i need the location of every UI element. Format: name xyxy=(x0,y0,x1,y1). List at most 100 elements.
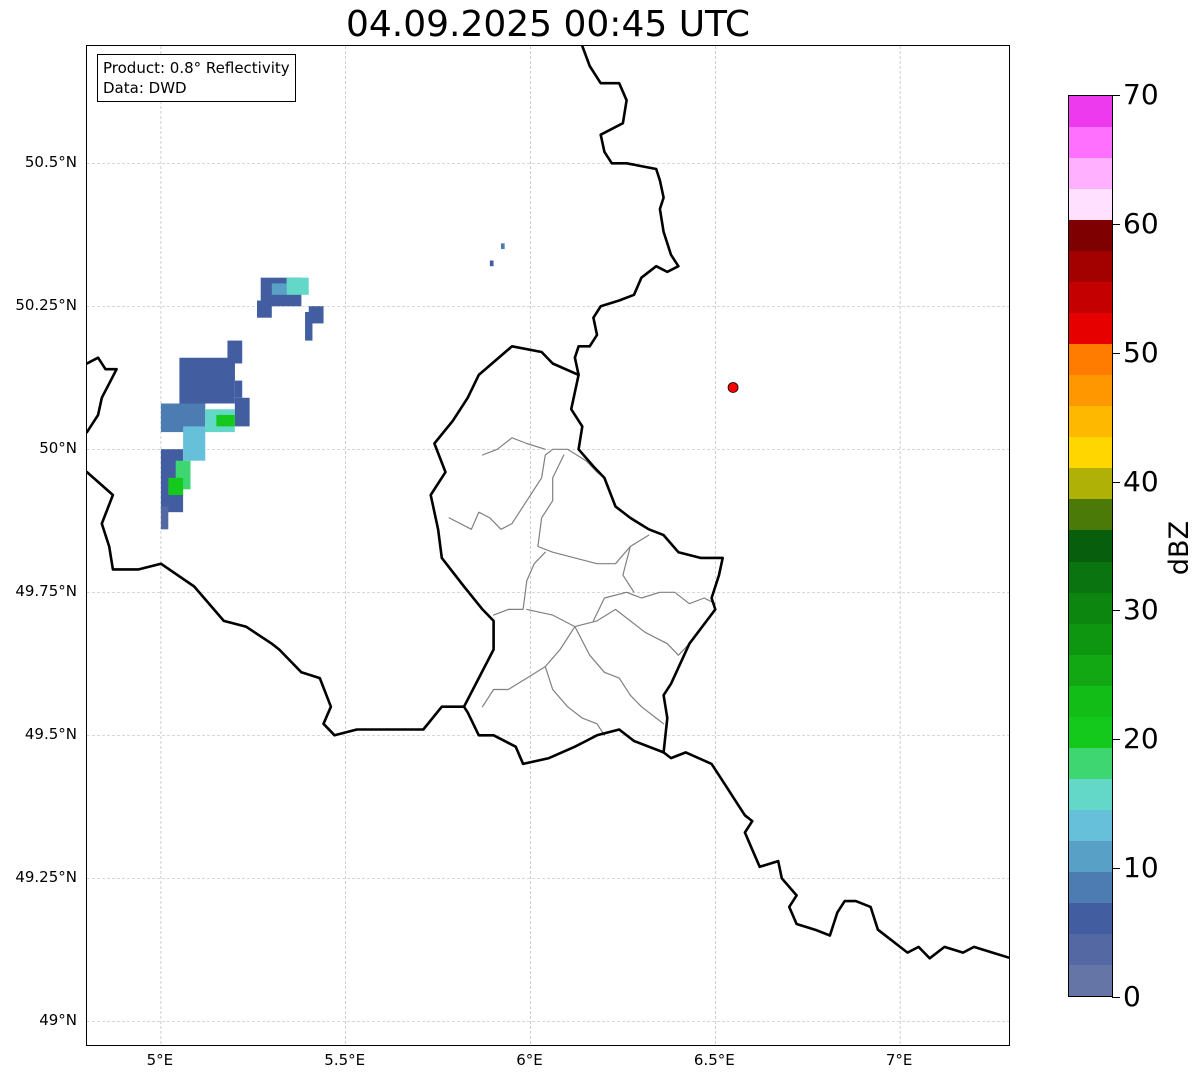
colorbar-unit-label: dBZ xyxy=(1164,520,1195,576)
echo-cell-20 xyxy=(489,260,494,267)
country-border-4 xyxy=(429,344,580,709)
radar-site xyxy=(727,382,739,393)
colorbar-tick-label: 60 xyxy=(1123,206,1159,240)
lat-tick-label: 50°N xyxy=(39,439,77,458)
colorbar-tick-mark xyxy=(1112,481,1120,483)
radar-echoes xyxy=(160,243,505,530)
data-source-label: Data: DWD xyxy=(103,79,187,97)
colorbar-tick-label: 40 xyxy=(1123,464,1159,498)
echo-cell-15 xyxy=(257,300,272,318)
country-border-1 xyxy=(662,751,1009,960)
colorbar-tick-mark xyxy=(1112,610,1120,612)
colorbar-segment xyxy=(1069,374,1112,407)
colorbar-segment xyxy=(1069,685,1112,717)
district-border-3 xyxy=(493,551,546,616)
colorbar-segment xyxy=(1069,281,1112,314)
lat-tick-label: 49.75°N xyxy=(15,582,77,601)
colorbar-tick-label: 0 xyxy=(1123,980,1141,1013)
gridlines xyxy=(87,46,1009,1045)
echo-cell-7 xyxy=(234,397,250,427)
colorbar-segment xyxy=(1069,933,1112,965)
echo-cell-14 xyxy=(286,277,309,295)
colorbar-segment xyxy=(1069,809,1112,841)
lon-tick-label: 5.5°E xyxy=(324,1051,366,1069)
echo-cell-11 xyxy=(216,414,235,427)
colorbar-segment xyxy=(1069,529,1112,562)
colorbar-tick-label: 30 xyxy=(1123,593,1159,627)
colorbar-segment xyxy=(1069,343,1112,376)
colorbar-segment xyxy=(1069,840,1112,872)
colorbar-segment xyxy=(1069,96,1112,128)
colorbar-segment xyxy=(1069,871,1112,903)
colorbar-tick-mark xyxy=(1112,223,1120,225)
district-borders xyxy=(448,437,716,736)
colorbar xyxy=(1068,95,1113,997)
map-canvas xyxy=(87,46,1009,1045)
lat-tick-label: 49.25°N xyxy=(15,868,77,887)
echo-cell-12 xyxy=(168,477,184,496)
district-border-8 xyxy=(544,665,606,736)
district-border-7 xyxy=(481,625,576,708)
lon-tick-label: 5°E xyxy=(146,1051,174,1069)
colorbar-segment xyxy=(1069,188,1112,221)
map-area[interactable] xyxy=(86,45,1010,1046)
district-border-6 xyxy=(622,545,635,593)
lat-tick-label: 49.5°N xyxy=(24,725,77,744)
colorbar-tick-mark xyxy=(1112,352,1120,354)
echo-cell-4 xyxy=(183,426,206,461)
echo-cell-19 xyxy=(500,243,505,250)
colorbar-segment xyxy=(1069,560,1112,593)
colorbar-segment xyxy=(1069,591,1112,624)
district-border-4 xyxy=(526,608,691,656)
colorbar-tick-label: 20 xyxy=(1123,722,1159,756)
colorbar-tick-label: 10 xyxy=(1123,851,1159,885)
district-border-1 xyxy=(481,437,546,456)
lat-tick-label: 49°N xyxy=(39,1011,77,1030)
colorbar-segment xyxy=(1069,250,1112,283)
district-border-0 xyxy=(448,448,606,530)
map-title: 04.09.2025 00:45 UTC xyxy=(345,4,751,45)
lat-tick-label: 50.5°N xyxy=(24,153,77,172)
radar-site-marker xyxy=(727,382,739,393)
echo-cell-9 xyxy=(227,363,235,381)
lat-tick-label: 50.25°N xyxy=(15,296,77,315)
colorbar-segment xyxy=(1069,747,1112,779)
colorbar-segment xyxy=(1069,405,1112,438)
colorbar-tick-mark xyxy=(1112,95,1120,96)
echo-cell-8 xyxy=(234,380,243,398)
echo-cell-18 xyxy=(271,283,287,295)
colorbar-segment xyxy=(1069,157,1112,190)
lon-tick-label: 6°E xyxy=(516,1051,543,1069)
echo-cell-16 xyxy=(308,306,324,324)
echo-cell-10 xyxy=(227,340,243,364)
info-box: Product: 0.8° Reflectivity Data: DWD xyxy=(97,54,296,102)
colorbar-tick-mark xyxy=(1112,997,1120,998)
colorbar-tick-mark xyxy=(1112,739,1120,741)
echo-cell-3 xyxy=(160,506,169,530)
country-border-3 xyxy=(87,356,118,434)
country-border-2 xyxy=(87,470,665,766)
colorbar-tick-label: 70 xyxy=(1123,78,1159,111)
colorbar-segment xyxy=(1069,126,1112,159)
product-label: Product: 0.8° Reflectivity xyxy=(103,59,290,77)
colorbar-segment xyxy=(1069,436,1112,469)
country-borders xyxy=(87,46,1009,960)
colorbar-segment xyxy=(1069,964,1112,996)
colorbar-segment xyxy=(1069,219,1112,252)
district-border-5 xyxy=(592,591,716,622)
colorbar-segment xyxy=(1069,654,1112,686)
colorbar-tick-label: 50 xyxy=(1123,335,1159,369)
colorbar-segment xyxy=(1069,623,1112,655)
colorbar-segment xyxy=(1069,467,1112,500)
colorbar-segment xyxy=(1069,778,1112,810)
colorbar-segment xyxy=(1069,902,1112,934)
echo-cell-0 xyxy=(179,357,235,404)
colorbar-tick-mark xyxy=(1112,868,1120,870)
colorbar-segment xyxy=(1069,716,1112,748)
colorbar-segment xyxy=(1069,498,1112,531)
district-border-2 xyxy=(537,454,650,565)
echo-cell-17 xyxy=(305,311,313,341)
district-border-9 xyxy=(574,625,665,725)
lon-tick-label: 7°E xyxy=(885,1051,913,1069)
lon-tick-label: 6.5°E xyxy=(693,1051,735,1069)
